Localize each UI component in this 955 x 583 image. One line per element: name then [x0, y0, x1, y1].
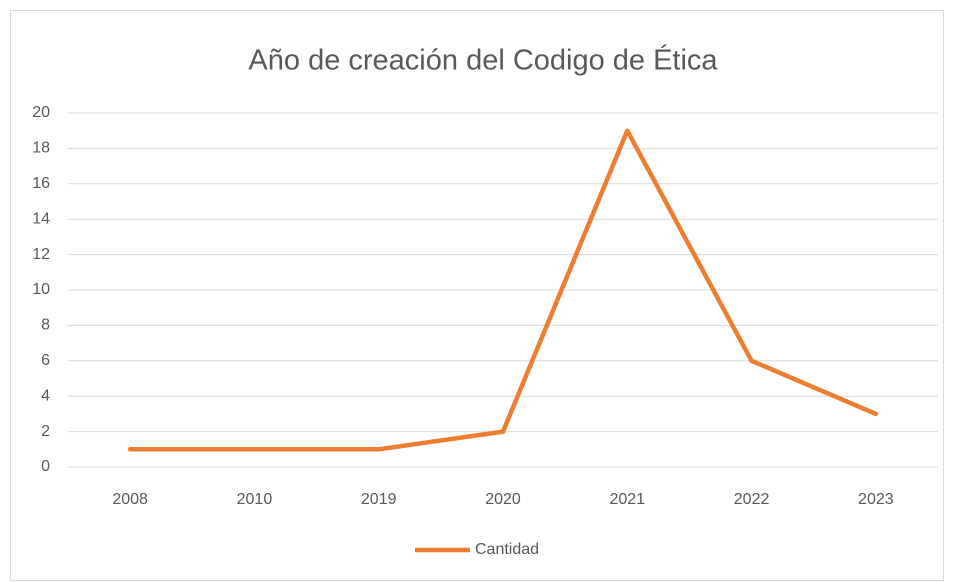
y-tick-label: 2 [41, 423, 50, 440]
y-tick-label: 0 [41, 458, 50, 475]
x-tick-label: 2023 [858, 491, 894, 508]
data-line [127, 128, 879, 452]
y-tick-label: 12 [32, 246, 50, 263]
y-tick-label: 6 [41, 352, 50, 369]
chart-title: Año de creación del Codigo de Ética [248, 44, 718, 77]
y-tick-label: 20 [32, 104, 50, 121]
x-tick-label: 2019 [361, 491, 397, 508]
y-tick-label: 14 [32, 210, 50, 227]
chart-border [10, 10, 944, 581]
x-tick-label: 2020 [485, 491, 521, 508]
x-tick-label: 2022 [734, 491, 770, 508]
y-tick-label: 18 [32, 140, 50, 157]
legend-label: Cantidad [475, 541, 539, 558]
y-tick-label: 10 [32, 281, 50, 298]
y-tick-label: 8 [41, 317, 50, 334]
x-tick-label: 2010 [237, 491, 273, 508]
x-tick-label: 2008 [112, 491, 148, 508]
y-tick-label: 4 [41, 387, 50, 404]
x-tick-label: 2021 [609, 491, 645, 508]
y-tick-label: 16 [32, 175, 50, 192]
